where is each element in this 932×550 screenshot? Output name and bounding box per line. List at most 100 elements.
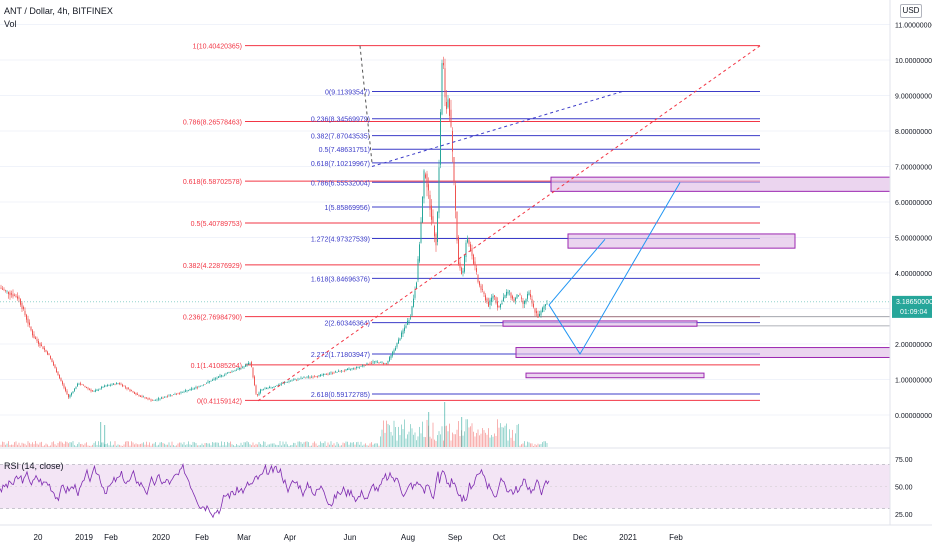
candle-body [525, 299, 527, 303]
candle-body [86, 386, 87, 389]
y-tick-label: 1.00000000 [895, 378, 932, 385]
candle-body [429, 194, 431, 210]
volume-bar [396, 440, 398, 447]
candle-body [431, 205, 432, 220]
y-tick-label: 9.00000000 [895, 94, 932, 101]
candle-body [227, 372, 228, 374]
volume-bar [299, 441, 300, 447]
candle-body [447, 99, 449, 108]
volume-bar [363, 444, 365, 447]
fib-left-label: 0.5(5.40789753) [191, 221, 242, 228]
candle-body [368, 364, 369, 365]
candle-body [113, 383, 114, 385]
volume-bar [408, 431, 410, 447]
candle-body [135, 392, 137, 395]
candle-body [521, 297, 522, 299]
candle-body [96, 389, 98, 391]
volume-bar [71, 442, 72, 447]
volume-bar [393, 420, 395, 447]
candle-body [426, 173, 428, 188]
candle-body [515, 297, 516, 301]
volume-bar [291, 445, 293, 447]
candle-body [395, 347, 396, 351]
candle-body [167, 396, 168, 397]
rsi-tick-label: 25.00 [895, 512, 913, 519]
candle-body [536, 311, 537, 314]
volume-bar [146, 441, 147, 447]
projection-lines [257, 45, 761, 402]
y-tick-label: 5.00000000 [895, 236, 932, 243]
volume-bar [258, 442, 260, 447]
candle-body [134, 392, 135, 394]
candle-body [48, 353, 50, 355]
candle-body [152, 399, 153, 401]
volume-bar [539, 444, 540, 447]
volume-bar [455, 434, 456, 447]
candle-body [443, 62, 444, 66]
candle-body [479, 281, 480, 286]
candle-body [161, 397, 162, 399]
time-axis: 20 2019 Feb 2020 Feb Mar Apr Jun Aug Sep Oct Dec 202… [0, 524, 932, 542]
volume-bar [425, 437, 426, 447]
candle-body [477, 274, 479, 282]
volume-bar [246, 441, 248, 447]
candle-body [500, 303, 501, 308]
volume-spike [444, 402, 446, 447]
candle-body [344, 370, 345, 372]
volume-bar [27, 441, 29, 447]
volume-bar [209, 443, 210, 447]
volume-bar [9, 445, 11, 447]
candle-body [173, 394, 174, 395]
candle-body [399, 338, 401, 341]
candle-body [84, 386, 86, 387]
volume-bar [401, 424, 402, 447]
candle-body [65, 387, 66, 391]
candle-body [404, 327, 405, 331]
candle-body [369, 363, 371, 365]
volume-bar [420, 433, 422, 447]
volume-bar [53, 441, 54, 447]
candle-body [206, 383, 207, 384]
candle-body [189, 388, 191, 391]
price-label-box [892, 295, 932, 318]
price-zone [567, 233, 796, 249]
fib-left-label: 0(0.41159142) [197, 398, 242, 405]
volume-bar [23, 443, 24, 447]
candle-body [347, 368, 348, 371]
candle-body [470, 244, 471, 251]
volume-bar [518, 423, 519, 447]
volume-bar [188, 441, 189, 447]
volume-bar [12, 444, 14, 447]
candle-body [371, 362, 372, 364]
volume-bar [321, 443, 323, 447]
currency-button[interactable]: USD [900, 4, 922, 18]
volume-bar [375, 443, 377, 447]
volume-bar [281, 445, 282, 447]
volume-bar [480, 433, 482, 447]
volume-bar [255, 443, 257, 447]
candle-body [381, 362, 383, 363]
volume-bar [263, 441, 264, 447]
candle-body [201, 385, 203, 387]
candle-body [378, 362, 380, 364]
volume-bar [147, 444, 149, 447]
volume-bar [498, 427, 500, 447]
volume-bar [96, 444, 98, 447]
candle-body [150, 399, 152, 401]
x-tick-label: Dec [573, 533, 587, 542]
candle-body [284, 382, 285, 384]
candle-body [66, 390, 68, 394]
volume-bar [542, 442, 543, 447]
volume-bar [354, 444, 356, 447]
candle-body [128, 388, 129, 389]
volume-bar [441, 426, 443, 447]
candle-body [59, 374, 60, 379]
candle-body [92, 390, 93, 392]
volume-bar [62, 442, 63, 447]
volume-bar [93, 442, 95, 447]
volume-bar [45, 443, 47, 447]
volume-bar [260, 443, 261, 447]
candle-body [93, 391, 95, 392]
candle-body [326, 374, 327, 376]
candle-body [345, 369, 347, 371]
